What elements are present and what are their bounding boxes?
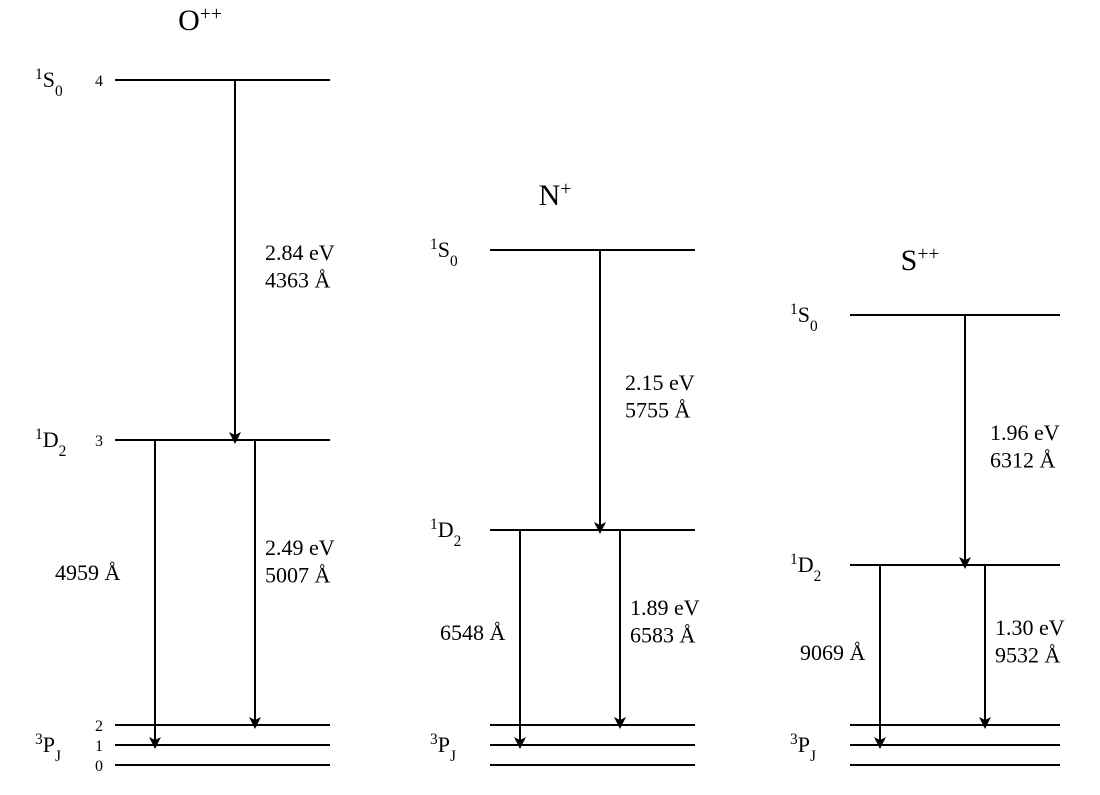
transition-label: 6312 Å	[990, 448, 1056, 473]
transition-label: 5755 Å	[625, 398, 691, 423]
ion-Nplus: N+ 1S0 1D2 3PJ 2.15 eV 5755 Å 6548 Å 1.89 eV 658…	[430, 179, 700, 766]
transition-label: 1.89 eV	[630, 595, 700, 620]
ion-title: O++	[178, 4, 222, 38]
ev-number: 3	[95, 433, 103, 450]
energy-level-diagram: O++ 1S0 4 1D2 3 2 1 0 3PJ 2.84 eV 4363 Å 4959 Å 2.49…	[0, 0, 1100, 795]
transition-label: 9069 Å	[800, 640, 866, 665]
term-label: 1S0	[35, 66, 63, 100]
transition-label: 6583 Å	[630, 623, 696, 648]
term-label: 1S0	[790, 301, 818, 335]
transition-label: 1.30 eV	[995, 615, 1065, 640]
term-label: 1D2	[430, 516, 461, 550]
term-label-3PJ: 3PJ	[35, 731, 61, 765]
transition-label: 9532 Å	[995, 643, 1061, 668]
ev-number: 1	[95, 738, 103, 755]
term-label: 1S0	[430, 236, 458, 270]
transition-label: 2.84 eV	[265, 240, 335, 265]
ion-title: S++	[901, 244, 940, 278]
transition-label: 4959 Å	[55, 560, 121, 585]
term-label: 1D2	[35, 426, 66, 460]
transition-label: 1.96 eV	[990, 420, 1060, 445]
transition-label: 5007 Å	[265, 563, 331, 588]
term-label-3PJ: 3PJ	[790, 731, 816, 765]
ion-O2plus: O++ 1S0 4 1D2 3 2 1 0 3PJ 2.84 eV 4363 Å 4959 Å 2.49…	[35, 4, 335, 776]
ion-title: N+	[539, 179, 572, 213]
term-label: 1D2	[790, 551, 821, 585]
term-label-3PJ: 3PJ	[430, 731, 456, 765]
transition-label: 4363 Å	[265, 268, 331, 293]
ev-number: 4	[95, 73, 103, 90]
transition-label: 2.49 eV	[265, 535, 335, 560]
ion-S2plus: S++ 1S0 1D2 3PJ 1.96 eV 6312 Å 9069 Å 1.30 eV 95…	[790, 244, 1065, 766]
transition-label: 2.15 eV	[625, 370, 695, 395]
ev-number: 0	[95, 758, 103, 775]
transition-label: 6548 Å	[440, 620, 506, 645]
ev-number: 2	[95, 718, 103, 735]
